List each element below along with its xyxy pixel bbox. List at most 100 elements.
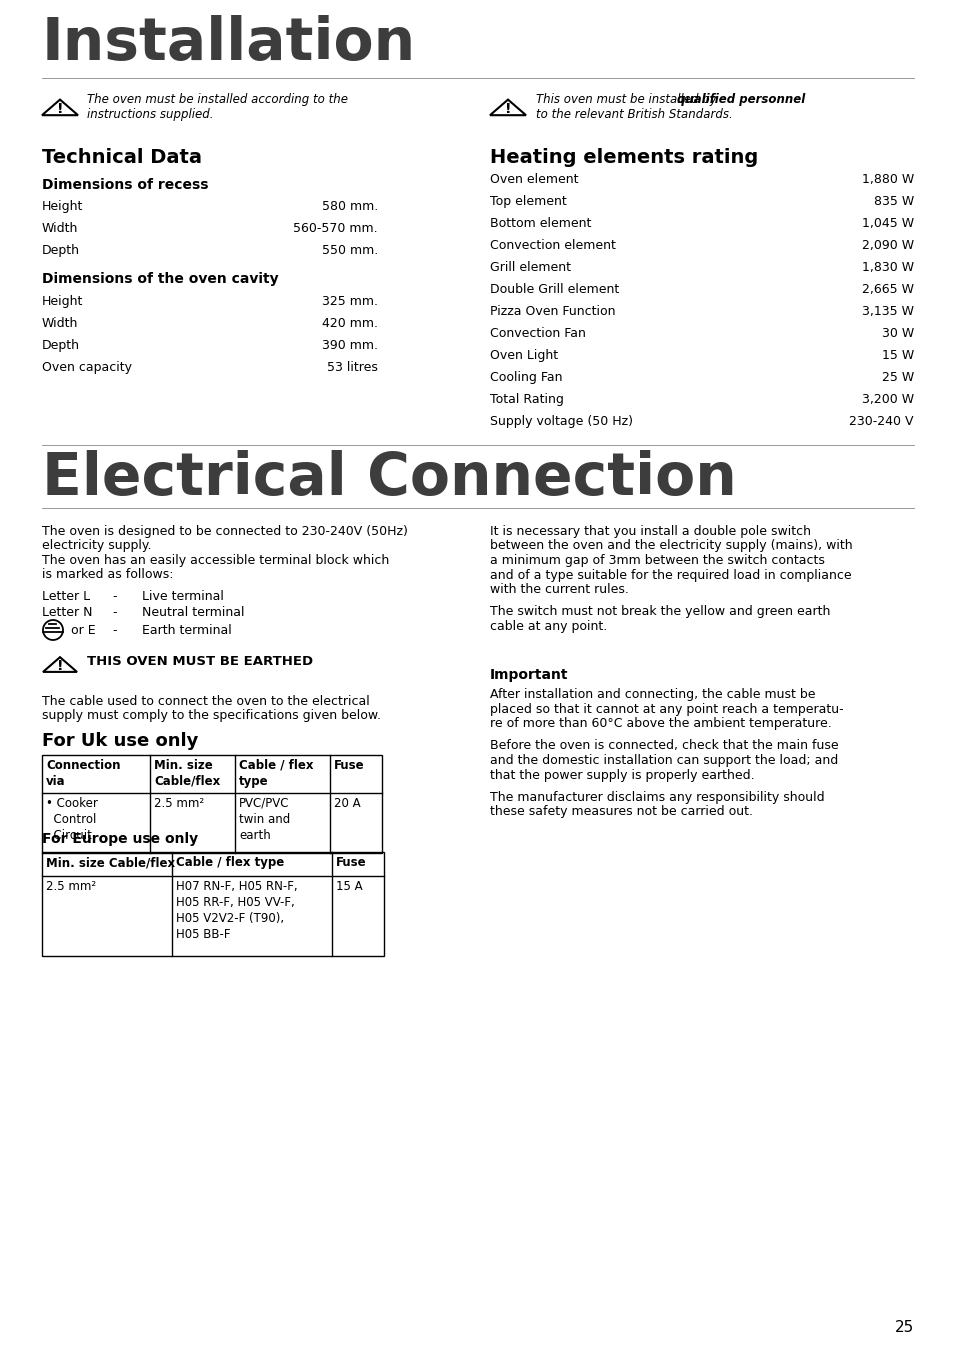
Text: The oven has an easily accessible terminal block which: The oven has an easily accessible termin… [42,554,389,567]
Text: For Uk use only: For Uk use only [42,732,198,750]
Text: supply must comply to the specifications given below.: supply must comply to the specifications… [42,709,380,723]
Text: Height: Height [42,200,83,213]
Text: 325 mm.: 325 mm. [322,295,377,308]
Text: Convection Fan: Convection Fan [490,327,585,340]
Text: and the domestic installation can support the load; and: and the domestic installation can suppor… [490,754,838,767]
Text: Total Rating: Total Rating [490,393,563,407]
Text: Min. size
Cable/flex: Min. size Cable/flex [153,759,220,788]
Text: Connection
via: Connection via [46,759,120,788]
Text: Width: Width [42,317,78,330]
Text: 1,830 W: 1,830 W [861,261,913,274]
Text: 1,880 W: 1,880 W [861,173,913,186]
Text: 15 A: 15 A [335,880,362,893]
Text: Pizza Oven Function: Pizza Oven Function [490,305,615,317]
Text: 2,090 W: 2,090 W [861,239,913,253]
Text: cable at any point.: cable at any point. [490,620,607,634]
Text: instructions supplied.: instructions supplied. [87,108,213,122]
Text: Live terminal: Live terminal [142,590,224,603]
Text: 25: 25 [894,1320,913,1335]
Text: is marked as follows:: is marked as follows: [42,569,173,581]
Text: Double Grill element: Double Grill element [490,282,618,296]
Bar [42,852,384,957]
Text: placed so that it cannot at any point reach a temperatu-: placed so that it cannot at any point re… [490,703,842,716]
Text: electricity supply.: electricity supply. [42,539,152,553]
Text: Important: Important [490,667,568,682]
Text: !: ! [56,659,63,673]
Text: !: ! [504,101,511,116]
Text: between the oven and the electricity supply (mains), with: between the oven and the electricity sup… [490,539,852,553]
Text: 390 mm.: 390 mm. [322,339,377,353]
Text: 835 W: 835 W [873,195,913,208]
Text: 2.5 mm²: 2.5 mm² [46,880,96,893]
Text: Oven element: Oven element [490,173,578,186]
Text: and of a type suitable for the required load in compliance: and of a type suitable for the required … [490,569,851,581]
Text: 550 mm.: 550 mm. [321,245,377,257]
Text: PVC/PVC
twin and
earth: PVC/PVC twin and earth [239,797,290,842]
Text: The manufacturer disclaims any responsibility should: The manufacturer disclaims any responsib… [490,790,823,804]
Text: Before the oven is connected, check that the main fuse: Before the oven is connected, check that… [490,739,838,753]
Text: re of more than 60°C above the ambient temperature.: re of more than 60°C above the ambient t… [490,717,831,730]
Text: 25 W: 25 W [881,372,913,384]
Text: Depth: Depth [42,245,80,257]
Text: 3,200 W: 3,200 W [861,393,913,407]
Text: Depth: Depth [42,339,80,353]
Text: that the power supply is properly earthed.: that the power supply is properly earthe… [490,769,754,781]
Text: -: - [112,607,116,619]
Text: a minimum gap of 3mm between the switch contacts: a minimum gap of 3mm between the switch … [490,554,824,567]
Text: The oven is designed to be connected to 230-240V (50Hz): The oven is designed to be connected to … [42,526,408,538]
Text: 1,045 W: 1,045 W [861,218,913,230]
Text: Letter N: Letter N [42,607,92,619]
Text: 580 mm.: 580 mm. [321,200,377,213]
Text: The oven must be installed according to the: The oven must be installed according to … [87,93,348,105]
Text: qualified personnel: qualified personnel [677,93,804,105]
Text: these safety measures not be carried out.: these safety measures not be carried out… [490,805,752,819]
Text: Heating elements rating: Heating elements rating [490,149,758,168]
Text: Top element: Top element [490,195,566,208]
Text: with the current rules.: with the current rules. [490,584,628,596]
Text: Bottom element: Bottom element [490,218,591,230]
Text: The switch must not break the yellow and green earth: The switch must not break the yellow and… [490,605,829,619]
Text: THIS OVEN MUST BE EARTHED: THIS OVEN MUST BE EARTHED [87,655,313,667]
Text: Convection element: Convection element [490,239,616,253]
Text: Earth terminal: Earth terminal [142,624,232,638]
Text: The cable used to connect the oven to the electrical: The cable used to connect the oven to th… [42,694,370,708]
Text: Cable / flex
type: Cable / flex type [239,759,314,788]
Text: 30 W: 30 W [881,327,913,340]
Text: H07 RN-F, H05 RN-F,
H05 RR-F, H05 VV-F,
H05 V2V2-F (T90),
H05 BB-F: H07 RN-F, H05 RN-F, H05 RR-F, H05 VV-F, … [175,880,297,942]
Text: Dimensions of recess: Dimensions of recess [42,178,209,192]
Text: Installation: Installation [42,15,416,72]
Text: This oven must be installed by: This oven must be installed by [536,93,720,105]
Text: Supply voltage (50 Hz): Supply voltage (50 Hz) [490,415,633,428]
Text: 560-570 mm.: 560-570 mm. [294,222,377,235]
Text: 53 litres: 53 litres [327,361,377,374]
Text: Fuse: Fuse [334,759,364,771]
Text: Grill element: Grill element [490,261,571,274]
Text: 230-240 V: 230-240 V [848,415,913,428]
Text: Dimensions of the oven cavity: Dimensions of the oven cavity [42,272,278,286]
Text: Neutral terminal: Neutral terminal [142,607,244,619]
Text: 420 mm.: 420 mm. [322,317,377,330]
Text: After installation and connecting, the cable must be: After installation and connecting, the c… [490,688,815,701]
Text: Electrical Connection: Electrical Connection [42,450,736,507]
Text: Min. size Cable/flex: Min. size Cable/flex [46,857,175,869]
Text: Cable / flex type: Cable / flex type [175,857,284,869]
Text: Letter L: Letter L [42,590,90,603]
Text: 2,665 W: 2,665 W [862,282,913,296]
Text: to the relevant British Standards.: to the relevant British Standards. [536,108,732,122]
Text: It is necessary that you install a double pole switch: It is necessary that you install a doubl… [490,526,810,538]
Text: 2.5 mm²: 2.5 mm² [153,797,204,811]
Text: Cooling Fan: Cooling Fan [490,372,562,384]
Text: For Europe use only: For Europe use only [42,832,198,846]
Text: 20 A: 20 A [334,797,360,811]
Text: • Cooker
  Control
  Circuit: • Cooker Control Circuit [46,797,98,842]
Text: Width: Width [42,222,78,235]
Text: Technical Data: Technical Data [42,149,202,168]
Text: Oven capacity: Oven capacity [42,361,132,374]
Text: 15 W: 15 W [881,349,913,362]
Text: Height: Height [42,295,83,308]
Text: or E: or E [67,624,95,638]
Text: -: - [112,624,116,638]
Text: Fuse: Fuse [335,857,366,869]
Text: !: ! [56,101,63,116]
Text: Oven Light: Oven Light [490,349,558,362]
